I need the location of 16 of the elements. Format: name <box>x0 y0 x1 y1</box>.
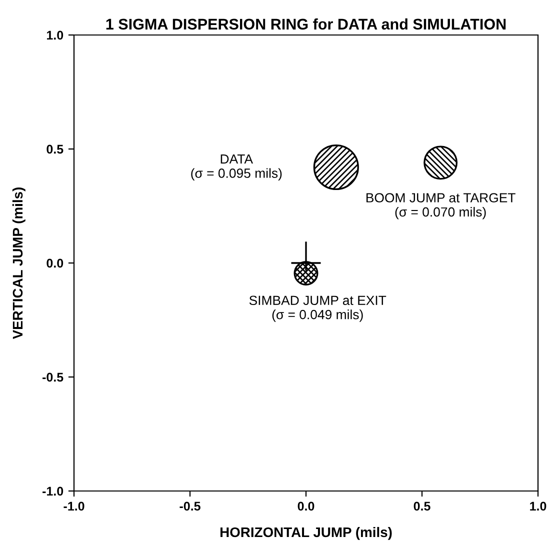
x-tick-label: 1.0 <box>530 502 546 511</box>
y-tick-label: -0.5 <box>42 372 64 382</box>
annotation: SIMBAD JUMP at EXIT (σ = 0.049 mils) <box>249 296 386 322</box>
y-tick-label: 1.0 <box>46 30 64 40</box>
y-axis-title: VERTICAL JUMP (mils) <box>12 188 26 340</box>
x-tick-label: 0.0 <box>298 502 314 511</box>
y-tick-label: -1.0 <box>42 486 64 496</box>
x-tick-label: -1.0 <box>64 502 84 511</box>
annotation: DATA (σ = 0.095 mils) <box>191 154 282 180</box>
x-tick-label: 0.5 <box>414 502 430 511</box>
y-tick-label: 0.5 <box>46 144 64 154</box>
annotation: BOOM JUMP at TARGET (σ = 0.070 mils) <box>366 193 516 220</box>
x-tick-label: -0.5 <box>180 502 200 511</box>
x-axis-title: HORIZONTAL JUMP (mils) <box>220 526 392 540</box>
chart-title: 1 SIGMA DISPERSION RING for DATA and SIMULATION <box>106 18 506 30</box>
y-tick-label: 0.0 <box>46 258 64 268</box>
